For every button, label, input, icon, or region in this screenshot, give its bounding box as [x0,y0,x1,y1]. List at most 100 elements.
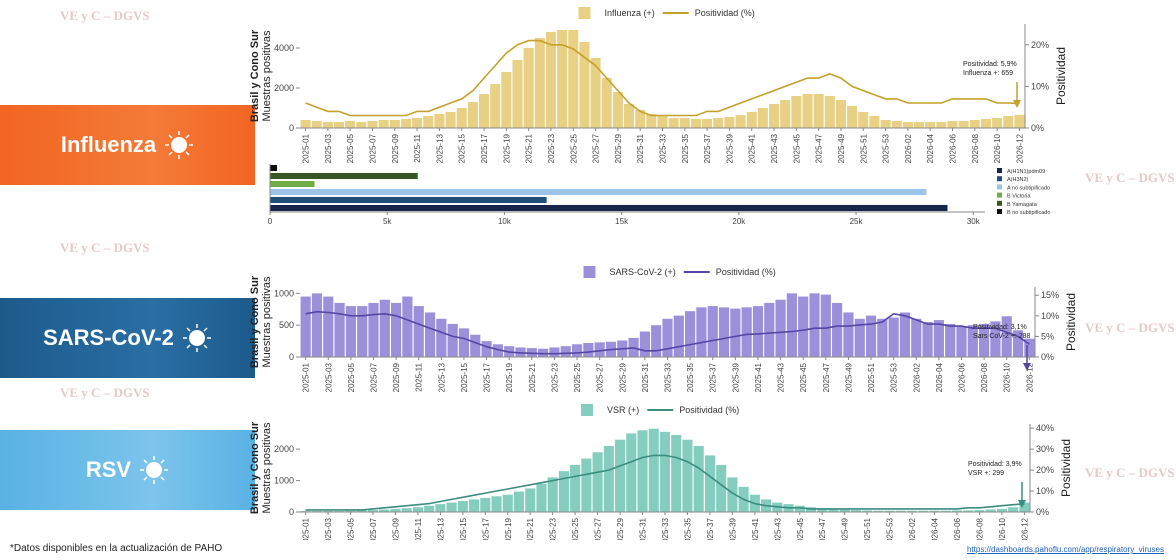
bar [615,439,626,512]
bar [679,118,690,128]
x-tick-label: 2025-39 [728,517,737,540]
positivity-line [305,39,1020,117]
y2-tick-label: 10% [1031,81,1049,91]
bar [538,348,549,357]
bar [402,296,413,357]
legend-label: B Victoria [1007,194,1031,200]
bar [668,118,679,128]
bar [624,104,635,128]
bar [682,439,693,512]
bar [828,508,839,512]
bar [713,118,724,128]
bar [985,509,996,512]
x-tick-label: 2026-12 [1020,517,1029,540]
x-tick-label: 2025-07 [369,517,378,540]
bar [270,204,948,212]
bar [662,318,673,357]
x-tick-label: 0 [268,217,273,226]
annotation: Sars CoV-2 +: 288 [973,333,1031,340]
y2-tick-label: 20% [1036,465,1054,475]
legend-swatch [997,176,1002,182]
bar [558,471,569,512]
bar [1001,316,1012,357]
bar [270,164,278,172]
legend-swatch [583,266,596,278]
bar [936,122,947,128]
y-tick-label: 1000 [274,288,294,298]
x-tick-label: 2025-35 [686,362,695,392]
x-tick-label: 2025-09 [391,517,400,540]
bar [843,312,854,357]
footnote: *Datos disponibles en la actualización d… [10,543,223,554]
bar [470,334,481,357]
banner-label: RSV [85,457,132,482]
x-tick-label: 2026-10 [998,517,1007,540]
bar [480,497,491,512]
y-axis-title: Brasil y Cono Sur [249,29,261,122]
x-tick-label: 2025-45 [799,362,808,392]
x-tick-label: 2025-43 [770,133,779,163]
x-tick-label: 2025-43 [777,362,786,392]
bar [391,302,402,357]
bar [956,326,967,357]
bar [356,122,367,128]
x-tick-label: 2026-04 [926,133,935,163]
bar [817,508,828,512]
bar [786,293,797,357]
x-tick-label: 2026-04 [931,517,940,540]
x-tick-label: 2025-25 [571,517,580,540]
x-tick-label: 2025-35 [681,133,690,163]
influenza-banner: Influenza [0,105,255,185]
bar [918,510,929,512]
bar [657,116,668,128]
legend-label: Influenza (+) [605,8,655,18]
x-tick-label: 2025-41 [748,133,757,163]
bar [757,108,768,128]
bar [974,510,985,512]
y-axis-title: Brasil y Cono Sur [249,421,261,514]
source-link[interactable]: https://dashboards.pahoflu.com/app/respi… [967,545,1164,554]
x-tick-label: 2025-01 [302,133,311,163]
x-tick-label: 2025-29 [616,517,625,540]
bar [534,38,545,128]
x-tick-label: 2026-06 [958,362,967,392]
bar [603,446,614,512]
x-tick-label: 2025-45 [792,133,801,163]
bar [560,346,571,357]
banner-label: Influenza [60,132,157,157]
x-tick-label: 2025-09 [392,362,401,392]
bar [601,78,612,128]
bar [581,458,592,512]
bar [458,328,470,357]
bar [659,431,671,512]
bar [877,318,888,357]
bar [457,501,468,512]
x-tick-label: 2026-02 [912,362,921,392]
bar [345,121,356,128]
bar [813,94,824,128]
bar [502,494,513,512]
x-tick-label: 2025-07 [370,362,379,392]
x-tick-label: 25k [850,217,864,226]
y2-tick-label: 0% [1036,507,1049,517]
x-tick-label: 2025-03 [324,517,333,540]
x-tick-label: 2025-23 [550,362,559,392]
x-tick-label: 2025-49 [837,133,846,163]
bar [858,112,869,128]
x-tick-label: 2025-15 [459,517,468,540]
bar [902,122,913,128]
legend-label: Positividad (%) [695,8,755,18]
bar [536,483,547,512]
bar [671,435,682,512]
bar [839,509,850,512]
x-tick-label: 2025-31 [641,362,650,392]
bar [741,307,752,357]
watermark: VE y C – DGVS [1085,465,1175,480]
bar [969,120,980,128]
bar [847,106,858,128]
x-tick-label: 2025-39 [731,362,740,392]
x-tick-label: 2025-05 [347,517,356,540]
rsv-banner: RSV [0,430,255,510]
bar [446,502,457,512]
bar [945,323,956,357]
